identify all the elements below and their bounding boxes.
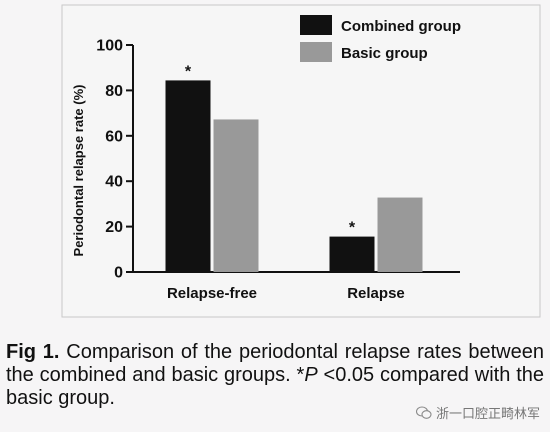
bar-relapse-basic-group bbox=[377, 197, 423, 272]
bar-chart: 0 20 40 60 80 100 Periodontal relapse rate (%)… bbox=[61, 4, 541, 318]
y-tick-label: 0 bbox=[114, 265, 123, 282]
caption-p-symbol: P bbox=[304, 364, 318, 386]
y-tick-label: 20 bbox=[105, 219, 123, 236]
bar-relapse-free-combined-group bbox=[165, 80, 211, 272]
bar-relapse-combined-group bbox=[329, 236, 375, 272]
caption-text-end: <0.05 compared with the basic group. bbox=[6, 364, 545, 409]
watermark: 浙一口腔正畸林军 bbox=[415, 403, 540, 422]
watermark-text: 浙一口腔正畸林军 bbox=[435, 407, 540, 422]
caption-label: Fig 1. bbox=[6, 341, 60, 363]
figure: 0 20 40 60 80 100 Periodontal relapse rate (%)… bbox=[61, 4, 541, 318]
bar-relapse-free-basic-group bbox=[213, 119, 259, 273]
y-tick-label: 60 bbox=[105, 128, 123, 145]
x-tick-label: Relapse-free bbox=[167, 285, 257, 302]
wechat-icon bbox=[415, 405, 432, 419]
significance-marker: * bbox=[185, 63, 192, 80]
y-tick-label: 100 bbox=[96, 38, 123, 55]
legend-label: Combined group bbox=[341, 18, 461, 35]
legend-swatch bbox=[300, 15, 332, 35]
caption-text: Comparison of the periodontal relapse ra… bbox=[6, 341, 544, 386]
y-tick-label: 80 bbox=[105, 83, 123, 100]
significance-marker: * bbox=[349, 220, 356, 237]
x-tick-label: Relapse bbox=[347, 285, 405, 302]
legend-swatch bbox=[300, 42, 332, 62]
y-axis-label: Periodontal relapse rate (%) bbox=[71, 85, 86, 257]
legend-label: Basic group bbox=[341, 45, 428, 62]
y-tick-label: 40 bbox=[105, 174, 123, 191]
figure-caption: Fig 1. Comparison of the periodontal rel… bbox=[6, 341, 544, 410]
